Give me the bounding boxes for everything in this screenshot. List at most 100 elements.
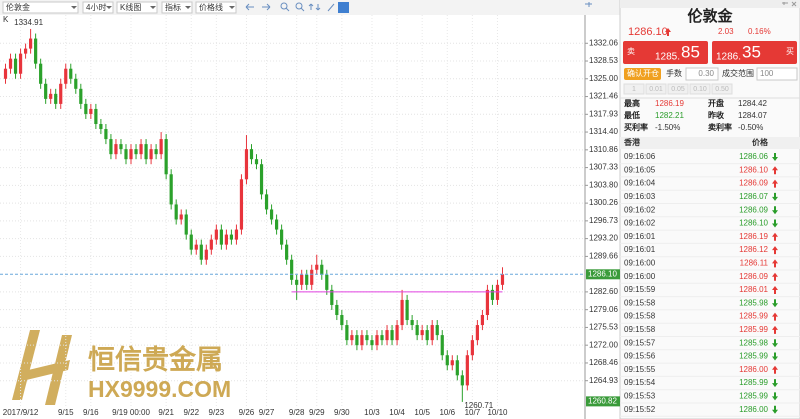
candle-body xyxy=(254,159,259,165)
range-value[interactable]: 100 xyxy=(760,69,774,78)
candle-body xyxy=(415,325,419,336)
y-tick-label: 1289.66 xyxy=(589,252,618,261)
candle-body xyxy=(184,214,188,235)
x-tick-label: 10/3 xyxy=(364,408,380,417)
range-input[interactable] xyxy=(756,67,798,81)
candle-body xyxy=(490,289,495,300)
candle-body xyxy=(475,325,479,341)
tick-time: 09:16:03 xyxy=(624,192,656,201)
y-tick-label: 1264.93 xyxy=(589,376,618,385)
candle-body xyxy=(274,219,279,230)
direction-arrow xyxy=(772,325,778,334)
candle-body xyxy=(169,174,173,205)
lots-input[interactable] xyxy=(685,67,719,81)
toolbar-text[interactable]: 价格线 xyxy=(199,2,223,12)
candle-body xyxy=(69,68,73,79)
stat-text: 最低 xyxy=(624,110,640,120)
buy-button[interactable] xyxy=(712,41,797,64)
direction-arrow xyxy=(772,259,778,268)
candle-body xyxy=(280,229,284,245)
tick-time: 09:16:00 xyxy=(624,259,656,268)
sell-price-main[interactable]: 1285. xyxy=(655,52,680,63)
sell-label[interactable]: 卖 xyxy=(627,47,635,56)
dropdown-arrow[interactable] xyxy=(150,6,156,9)
candle-body xyxy=(395,325,399,341)
sell-price-pips[interactable]: 85 xyxy=(681,42,700,61)
tick-price: 1285.99 xyxy=(739,378,768,387)
x-tick-label: 9/27 xyxy=(259,408,275,417)
candle-body xyxy=(18,53,23,74)
toolbar-dropdown[interactable] xyxy=(195,1,237,14)
quick-lot-label[interactable]: 0.05 xyxy=(671,86,685,93)
candle-body xyxy=(214,229,218,240)
panel-icons[interactable] xyxy=(782,1,797,7)
candle-body xyxy=(405,299,409,321)
quick-lot-label[interactable]: 0.10 xyxy=(693,86,707,93)
toolbar-text[interactable]: 伦敦金 xyxy=(6,2,30,12)
quick-lot-label[interactable]: 1 xyxy=(632,86,636,93)
direction-arrow xyxy=(772,206,778,215)
y-tick-label: 1307.33 xyxy=(589,163,618,172)
candle-body xyxy=(485,289,490,316)
direction-arrow xyxy=(772,339,778,348)
tick-price: 1285.99 xyxy=(739,312,768,321)
candle-body xyxy=(460,375,464,386)
candle-body xyxy=(264,194,269,210)
candle-body xyxy=(119,144,123,150)
direction-arrow xyxy=(772,286,778,294)
candle-body xyxy=(134,149,138,155)
dropdown-arrow[interactable] xyxy=(185,6,191,9)
candle-body xyxy=(360,335,364,346)
dropdown-arrow[interactable] xyxy=(71,6,77,9)
x-tick-label: 9/23 xyxy=(209,408,225,417)
toolbar-dropdown[interactable] xyxy=(2,1,79,14)
tick-price: 1285.99 xyxy=(739,352,768,361)
candle-body xyxy=(310,269,314,285)
direction-arrow xyxy=(772,219,778,228)
toolbar-text[interactable]: 指标 xyxy=(165,2,181,12)
sell-button[interactable] xyxy=(623,41,708,64)
stat-text: 1286.19 xyxy=(655,99,684,108)
direction-arrow xyxy=(772,246,778,255)
tick-time: 09:16:00 xyxy=(624,272,656,281)
stat-text: 最高 xyxy=(624,98,640,108)
confirm-button[interactable] xyxy=(624,68,661,80)
panel-change-pct: 0.16% xyxy=(748,27,771,36)
tick-time: 09:15:58 xyxy=(624,325,656,334)
x-tick-label: 9/30 xyxy=(334,408,350,417)
dropdown-arrow[interactable] xyxy=(229,6,235,9)
toolbar-text[interactable]: K线图 xyxy=(120,2,141,12)
quick-lot-button[interactable] xyxy=(667,83,689,95)
toolbar-dropdown[interactable] xyxy=(82,1,114,14)
candle-body xyxy=(345,325,349,341)
candle-body xyxy=(189,234,193,250)
buy-price-pips[interactable]: 35 xyxy=(742,42,761,61)
direction-arrow xyxy=(772,166,778,175)
toolbar-text[interactable]: 4小时 xyxy=(86,2,106,12)
x-tick-label: 10/7 xyxy=(465,408,481,417)
buy-price-main[interactable]: 1286. xyxy=(716,52,741,63)
stat-text: 1284.42 xyxy=(738,99,767,108)
toolbar-dropdown[interactable] xyxy=(116,1,158,14)
y-tick-label: 1279.06 xyxy=(589,305,618,314)
candle-body xyxy=(29,38,33,49)
quick-lot-label[interactable]: 0.50 xyxy=(715,86,729,93)
lots-value[interactable]: 0.30 xyxy=(698,69,714,78)
dropdown-arrow[interactable] xyxy=(106,6,112,9)
toolbar-dropdown[interactable] xyxy=(161,1,193,14)
candle-body xyxy=(139,144,143,155)
quick-lot-button[interactable] xyxy=(711,83,733,95)
quick-lot-button[interactable] xyxy=(689,83,711,95)
quick-lot-label[interactable]: 0.01 xyxy=(649,86,663,93)
x-tick-label: 9/19 00:00 xyxy=(112,408,150,417)
buy-label[interactable]: 买 xyxy=(786,47,794,56)
quick-lot-button[interactable] xyxy=(645,83,667,95)
toolbar-icons[interactable] xyxy=(245,2,592,13)
tick-price: 1286.09 xyxy=(739,272,768,281)
tick-price: 1286.10 xyxy=(739,219,768,228)
confirm-label[interactable]: 确认开仓 xyxy=(627,68,659,78)
candle-body xyxy=(224,234,228,245)
quick-lot-button[interactable] xyxy=(623,83,645,95)
candle-body xyxy=(450,360,454,366)
ticks-header-price: 价格 xyxy=(752,137,769,147)
